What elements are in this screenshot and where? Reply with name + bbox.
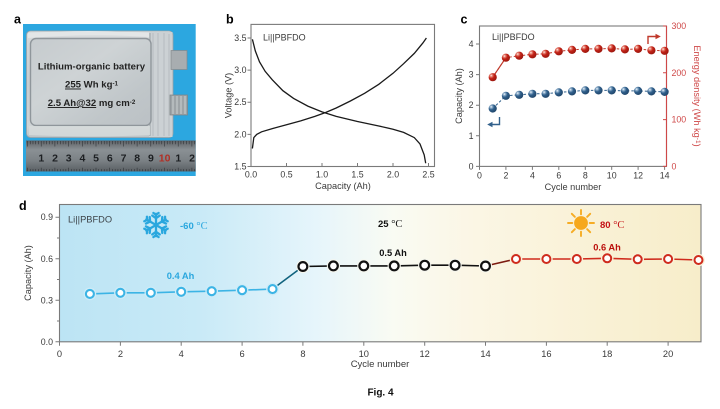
svg-text:Capacity (Ah): Capacity (Ah) [454, 68, 464, 124]
svg-text:0.9: 0.9 [41, 212, 53, 222]
svg-text:4: 4 [530, 170, 535, 180]
svg-text:2: 2 [52, 153, 58, 165]
svg-text:2.5: 2.5 [234, 97, 246, 107]
svg-text:0.6: 0.6 [41, 254, 53, 264]
svg-text:Li||PBFDO: Li||PBFDO [492, 32, 535, 42]
svg-text:Voltage (V): Voltage (V) [224, 73, 234, 118]
svg-text:300: 300 [672, 21, 687, 31]
svg-text:1.0: 1.0 [316, 170, 328, 180]
svg-text:12: 12 [420, 349, 430, 359]
svg-text:200: 200 [672, 68, 687, 78]
svg-text:4: 4 [179, 349, 184, 359]
svg-text:8: 8 [583, 170, 588, 180]
svg-text:2.0: 2.0 [387, 170, 399, 180]
svg-text:4: 4 [469, 39, 474, 49]
svg-text:3: 3 [66, 153, 72, 165]
svg-text:100: 100 [672, 115, 687, 125]
svg-text:4: 4 [79, 153, 85, 165]
svg-text:d: d [19, 199, 27, 213]
svg-text:Capacity (Ah): Capacity (Ah) [315, 181, 371, 191]
svg-text:0: 0 [477, 170, 482, 180]
svg-text:a: a [14, 13, 22, 27]
svg-text:0.3: 0.3 [41, 295, 53, 305]
svg-text:16: 16 [541, 349, 551, 359]
svg-text:14: 14 [480, 349, 490, 359]
svg-text:b: b [226, 13, 234, 27]
svg-text:0.5: 0.5 [280, 170, 292, 180]
svg-text:12: 12 [633, 170, 643, 180]
svg-text:2.5: 2.5 [422, 170, 434, 180]
svg-text:1: 1 [175, 153, 181, 165]
svg-text:10: 10 [159, 153, 171, 165]
svg-text:0: 0 [672, 161, 677, 171]
svg-text:10: 10 [607, 170, 617, 180]
svg-text:18: 18 [602, 349, 612, 359]
svg-text:3: 3 [469, 70, 474, 80]
svg-text:2: 2 [189, 153, 195, 165]
svg-text:0.5 Ah: 0.5 Ah [379, 248, 407, 258]
svg-text:80 °C: 80 °C [600, 220, 624, 231]
svg-text:Li||PBFDO: Li||PBFDO [68, 215, 112, 225]
svg-text:Energy density (Wh kg-1): Energy density (Wh kg-1) [692, 45, 702, 146]
svg-text:-60 °C: -60 °C [180, 221, 208, 232]
svg-text:255 Wh kg-1: 255 Wh kg-1 [65, 80, 119, 91]
svg-text:1: 1 [469, 131, 474, 141]
svg-text:Fig. 4: Fig. 4 [367, 388, 394, 399]
svg-text:Li||PBFDO: Li||PBFDO [263, 33, 306, 43]
svg-text:1.5: 1.5 [234, 162, 246, 172]
svg-text:Lithium-organic battery: Lithium-organic battery [38, 62, 146, 73]
svg-text:2.0: 2.0 [234, 129, 246, 139]
svg-text:6: 6 [240, 349, 245, 359]
svg-text:2.5 Ah@32 mg cm-2: 2.5 Ah@32 mg cm-2 [48, 98, 136, 109]
svg-text:0.6 Ah: 0.6 Ah [593, 243, 621, 253]
svg-text:14: 14 [660, 170, 670, 180]
svg-text:2: 2 [118, 349, 123, 359]
svg-text:6: 6 [107, 153, 113, 165]
svg-text:8: 8 [134, 153, 140, 165]
svg-text:0: 0 [469, 161, 474, 171]
svg-text:5: 5 [93, 153, 99, 165]
svg-text:25 °C: 25 °C [378, 219, 402, 230]
svg-text:0.0: 0.0 [41, 337, 53, 347]
svg-text:2: 2 [503, 170, 508, 180]
svg-text:0.4 Ah: 0.4 Ah [167, 271, 195, 281]
svg-text:3.5: 3.5 [234, 33, 246, 43]
svg-text:Cycle number: Cycle number [351, 359, 410, 370]
svg-text:3.0: 3.0 [234, 65, 246, 75]
svg-text:6: 6 [556, 170, 561, 180]
svg-text:0.0: 0.0 [245, 170, 257, 180]
svg-text:1: 1 [38, 153, 44, 165]
svg-text:Capacity (Ah): Capacity (Ah) [23, 245, 33, 301]
svg-text:20: 20 [663, 349, 673, 359]
svg-text:10: 10 [359, 349, 369, 359]
svg-text:c: c [461, 13, 468, 27]
svg-text:8: 8 [300, 349, 305, 359]
svg-text:7: 7 [121, 153, 127, 165]
svg-text:Cycle number: Cycle number [545, 182, 602, 192]
svg-text:2: 2 [469, 100, 474, 110]
svg-text:0: 0 [57, 349, 62, 359]
svg-text:1.5: 1.5 [351, 170, 363, 180]
svg-text:9: 9 [148, 153, 154, 165]
